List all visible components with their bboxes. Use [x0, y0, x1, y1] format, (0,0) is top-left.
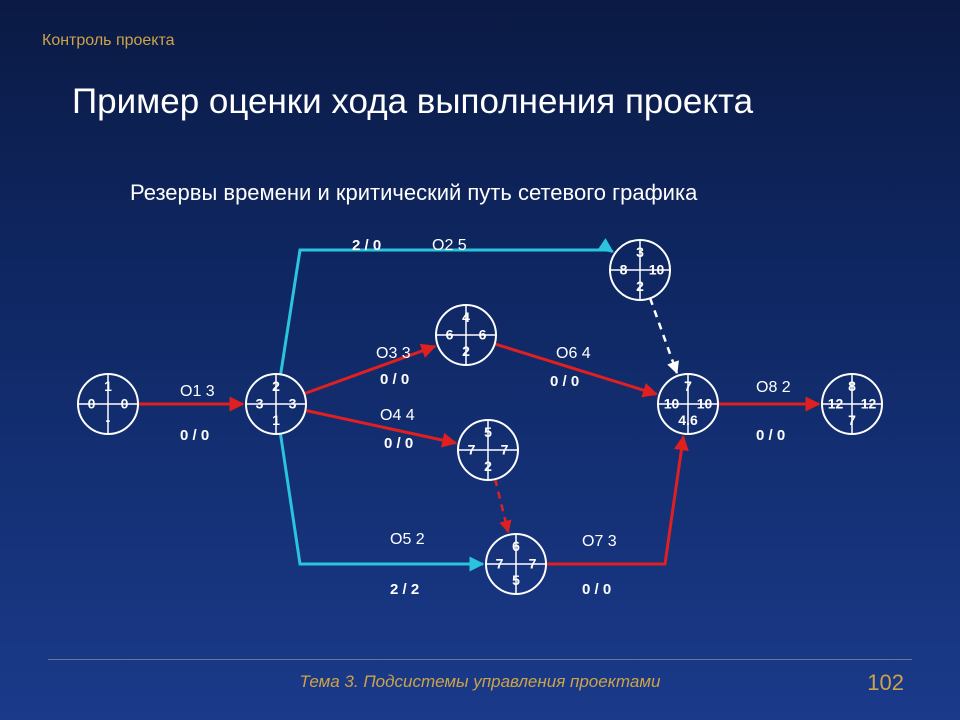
node-left: 7: [468, 442, 476, 458]
node-4: 46 62: [436, 305, 496, 365]
edge-label: O4 4: [380, 407, 415, 424]
node-8: 812127: [822, 374, 882, 434]
edge-label: O3 3: [376, 345, 411, 362]
node-bottom: -: [106, 412, 111, 428]
node-2: 23 31: [246, 374, 306, 434]
node-right: 12: [861, 396, 877, 412]
node-bottom: 7: [848, 412, 856, 428]
page-number: 102: [867, 670, 904, 696]
node-top: 8: [848, 378, 856, 394]
edge-label: O1 3: [180, 383, 215, 400]
node-5: 57 72: [458, 420, 518, 480]
edge-slack: 0 / 0: [180, 427, 209, 444]
node-left: 6: [446, 327, 454, 343]
node-bottom: 4.6: [678, 412, 698, 428]
node-top: 7: [684, 378, 692, 394]
node-top: 5: [484, 424, 492, 440]
node-left: 7: [496, 556, 504, 572]
node-bottom: 2: [636, 278, 644, 294]
node-1: 10 0-: [78, 374, 138, 434]
edge-label: O8 2: [756, 379, 791, 396]
node-left: 0: [88, 396, 96, 412]
node-bottom: 2: [462, 343, 470, 359]
node-bottom: 5: [512, 572, 520, 588]
edge-slack: 0 / 0: [380, 371, 409, 388]
edge-label: O2 5: [432, 237, 467, 254]
node-left: 10: [664, 396, 680, 412]
network-diagram: O1 3 0 / 0 O2 5 2 / 0 O3 3 0 / 0 O4 4 0 / 0 O5 2…: [0, 0, 960, 720]
node-right: 7: [501, 442, 509, 458]
edge-3-7: [650, 298, 677, 373]
edge-slack: 2 / 2: [390, 581, 419, 598]
slide: { "header": "Контроль проекта", "title":…: [0, 0, 960, 720]
node-top: 1: [104, 378, 112, 394]
edge-5-6: [495, 479, 508, 532]
node-bottom: 2: [484, 458, 492, 474]
edge-slack: 0 / 0: [582, 581, 611, 598]
node-left: 8: [620, 262, 628, 278]
node-3: 38 10 2: [610, 240, 670, 300]
edge-slack: 2 / 0: [352, 237, 381, 254]
node-top: 4: [462, 309, 470, 325]
edge-2-4: [304, 346, 435, 393]
edge-2-6: [280, 434, 483, 564]
node-left: 12: [828, 396, 844, 412]
node-bottom: 1: [272, 412, 280, 428]
edge-slack: 0 / 0: [756, 427, 785, 444]
footer-line: [48, 659, 912, 660]
node-top: 6: [512, 538, 520, 554]
edge-label: O7 3: [582, 533, 617, 550]
node-left: 3: [256, 396, 264, 412]
node-right: 7: [529, 556, 537, 572]
edge-label: O5 2: [390, 531, 425, 548]
node-right: 10: [649, 262, 665, 278]
node-right: 0: [121, 396, 129, 412]
node-right: 10: [697, 396, 713, 412]
node-right: 6: [479, 327, 487, 343]
footer-text: Тема 3. Подсистемы управления проектами: [0, 672, 960, 692]
node-top: 2: [272, 378, 280, 394]
node-right: 3: [289, 396, 297, 412]
edge-slack: 0 / 0: [550, 373, 579, 390]
edge-slack: 0 / 0: [384, 435, 413, 452]
node-top: 3: [636, 244, 644, 260]
edge-label: O6 4: [556, 345, 591, 362]
node-6: 67 75: [486, 534, 546, 594]
node-7: 710104.6: [658, 374, 718, 434]
